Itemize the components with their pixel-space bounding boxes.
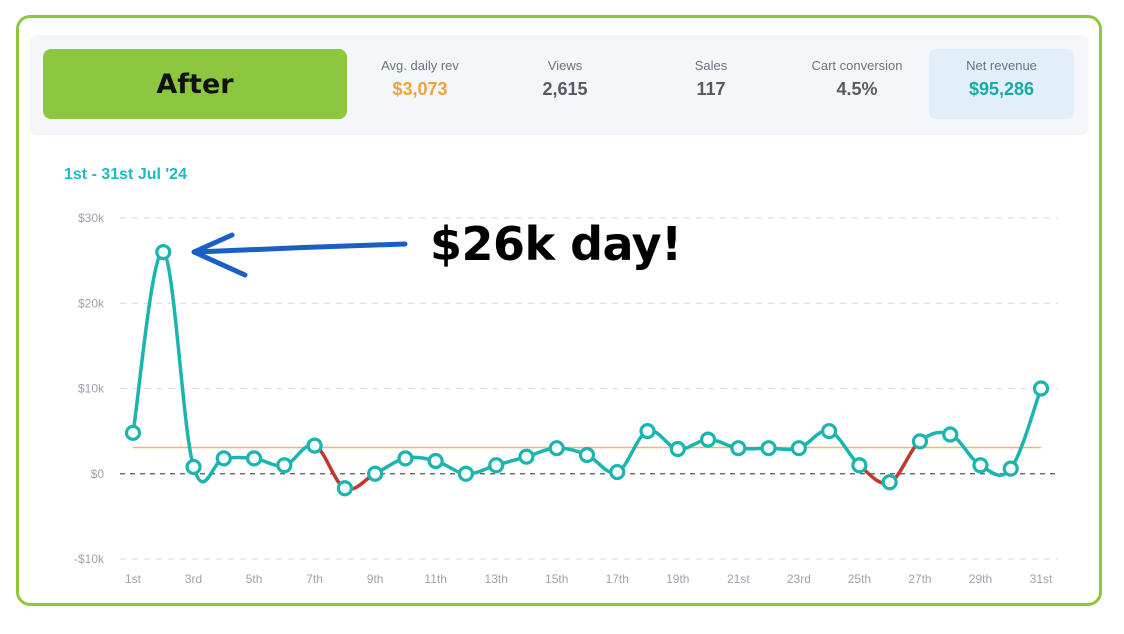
x-tick-label: 17th: [606, 572, 629, 586]
data-point: [972, 457, 989, 474]
data-point: [488, 457, 505, 474]
x-axis-labels: 1st 3rd 5th 7th 9th 11th 13th 15th 17th 19th 21st 2…: [125, 572, 1053, 586]
stat-value: $3,073: [392, 79, 448, 99]
line-segment: [131, 250, 166, 435]
stat-views: Views 2,615: [515, 58, 615, 100]
arrow-icon: [191, 232, 408, 278]
data-point: [821, 423, 838, 440]
stat-label: Net revenue: [966, 58, 1037, 73]
data-point: [639, 423, 656, 440]
data-point: [397, 450, 414, 467]
data-point: [306, 437, 323, 454]
stat-sales: Sales 117: [661, 58, 761, 100]
data-point: [518, 448, 535, 465]
line-segment: [161, 250, 196, 469]
stat-avg-daily-rev: Avg. daily rev $3,073: [370, 58, 470, 100]
stat-value: 117: [696, 79, 726, 99]
x-tick-label: 29th: [969, 572, 992, 586]
stat-label: Views: [547, 58, 583, 73]
y-tick-label: $30k: [78, 211, 105, 225]
x-tick-label: 11th: [424, 572, 446, 586]
data-point: [730, 440, 747, 457]
x-tick-label: 19th: [666, 572, 689, 586]
stat-value: 4.5%: [836, 79, 878, 99]
x-tick-label: 25th: [848, 572, 871, 586]
stat-value: 2,615: [542, 79, 588, 99]
data-point: [699, 431, 717, 448]
data-point: [669, 440, 686, 458]
data-point: [760, 440, 777, 457]
data-point: [548, 440, 565, 457]
data-point: [276, 457, 293, 474]
y-axis-labels: -$10k $0 $10k $20k $30k: [74, 211, 105, 566]
x-tick-label: 27th: [908, 572, 931, 586]
data-point: [336, 480, 353, 497]
x-tick-label: 3rd: [185, 572, 202, 586]
data-point: [609, 463, 626, 481]
y-tick-label: $10k: [78, 382, 105, 396]
stat-net-revenue: Net revenue $95,286: [929, 49, 1074, 119]
data-point: [155, 244, 172, 261]
data-point: [245, 450, 263, 467]
x-tick-label: 1st: [125, 572, 142, 586]
stat-label: Sales: [694, 58, 728, 73]
data-point: [911, 433, 929, 450]
data-point: [578, 446, 596, 464]
grid-layer: [120, 217, 1058, 560]
data-point: [881, 474, 898, 491]
y-tick-label: $20k: [78, 296, 105, 310]
x-tick-label: 5th: [246, 572, 263, 586]
data-point: [457, 465, 475, 482]
x-tick-label: 9th: [367, 572, 384, 586]
x-tick-label: 23rd: [787, 572, 811, 586]
x-tick-label: 21st: [727, 572, 750, 586]
x-tick-label: 31st: [1030, 572, 1053, 586]
x-tick-label: 7th: [306, 572, 323, 586]
data-point: [1032, 380, 1050, 397]
y-tick-label: -$10k: [74, 552, 105, 566]
stat-label: Cart conversion: [811, 58, 903, 73]
data-point: [942, 426, 959, 443]
stat-label: Avg. daily rev: [381, 58, 459, 73]
data-point: [851, 457, 868, 474]
data-point: [124, 424, 142, 441]
x-tick-label: 13th: [485, 572, 508, 586]
data-point: [427, 452, 444, 470]
data-point: [790, 440, 807, 457]
data-point: [1002, 460, 1019, 477]
data-point: [185, 458, 202, 476]
stat-value: $95,286: [968, 79, 1035, 99]
stat-cart-conversion: Cart conversion 4.5%: [795, 58, 919, 100]
date-range: 1st - 31st Jul '24: [64, 166, 187, 183]
annotation-text: $26k day!: [430, 217, 682, 271]
y-tick-label: $0: [91, 467, 105, 481]
data-points: [124, 244, 1050, 497]
data-point: [367, 465, 384, 482]
after-badge: After: [43, 49, 347, 119]
x-tick-label: 15th: [545, 572, 568, 586]
line-segment: [1008, 386, 1043, 471]
data-point: [215, 450, 232, 467]
